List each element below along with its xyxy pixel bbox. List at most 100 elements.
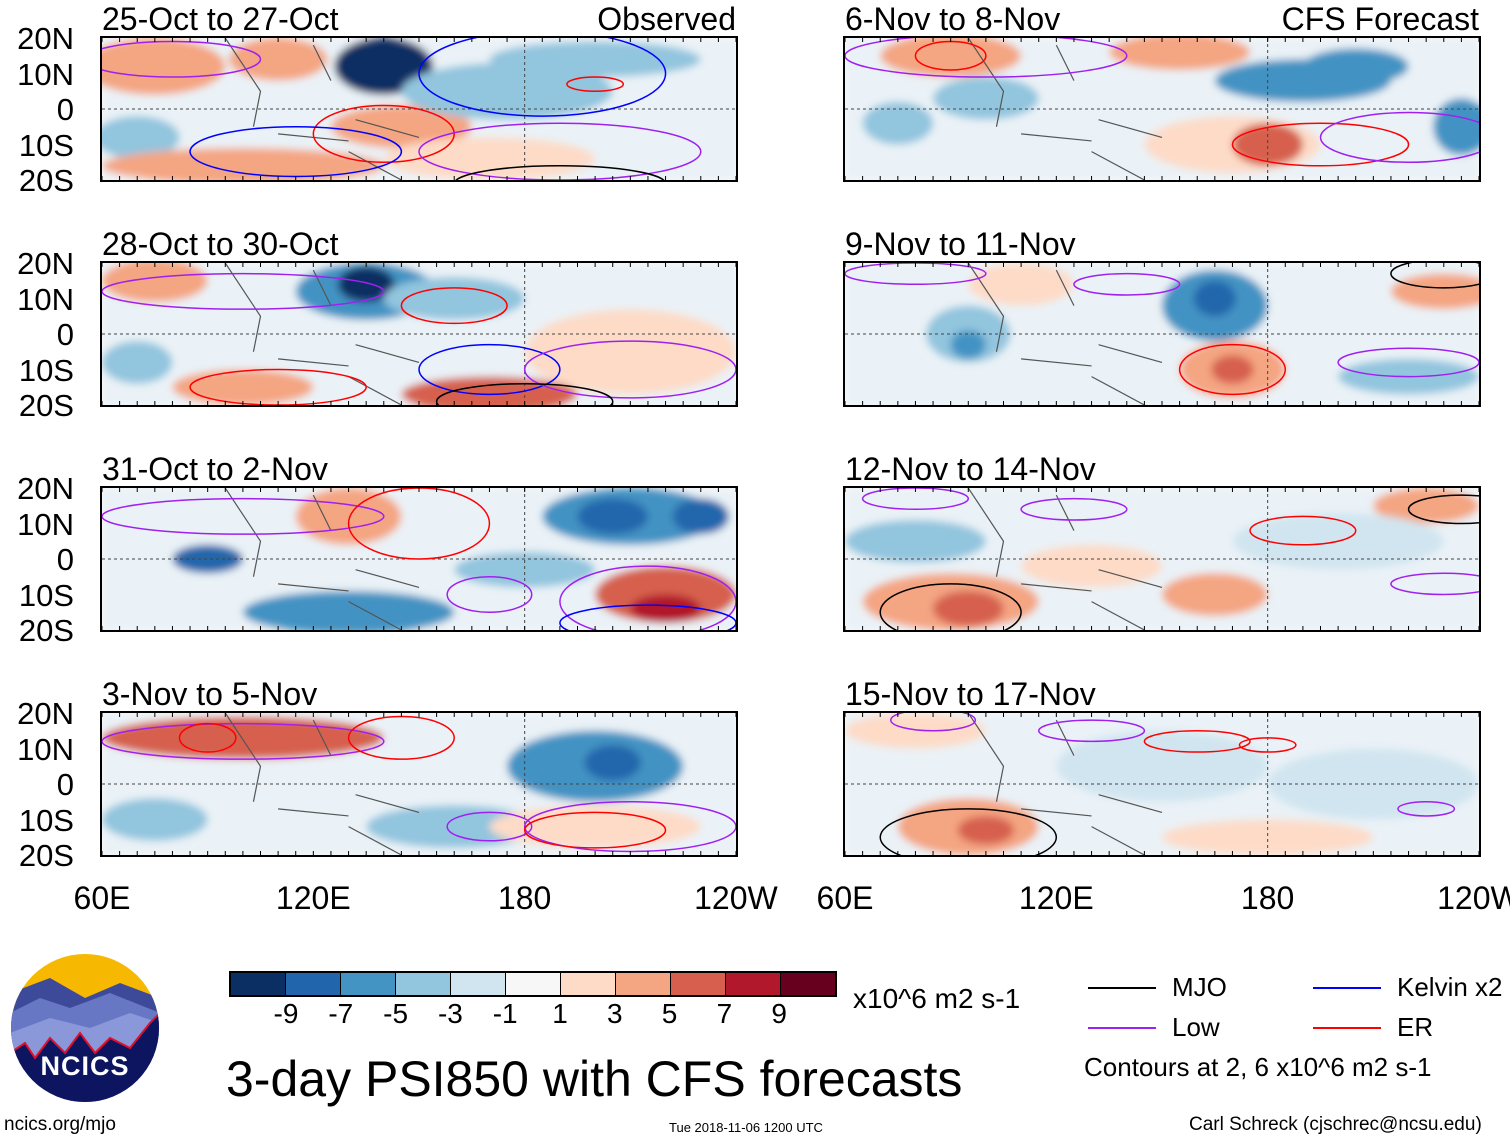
y-tick-label: 10S: [18, 802, 74, 838]
anomaly-region: [577, 498, 648, 535]
wave-contour: [400, 287, 508, 325]
wave-contour: [1390, 263, 1479, 289]
colorbar-swatch: [781, 973, 835, 995]
map-panel: [843, 261, 1481, 407]
anomaly-region: [1390, 273, 1479, 310]
anomaly-region: [401, 62, 613, 120]
wave-contour: [178, 722, 237, 753]
panel-title: 25-Oct to 27-Oct: [102, 1, 339, 37]
anomaly-region: [933, 590, 1004, 627]
coastline: [224, 263, 420, 405]
anomaly-region: [366, 805, 543, 848]
footer-url[interactable]: ncics.org/mjo: [4, 1114, 116, 1135]
map-panel: [843, 36, 1481, 182]
legend-line: [1088, 987, 1156, 989]
colorbar-units: x10^6 m2 s-1: [853, 983, 1021, 1014]
y-tick-label: 10S: [18, 127, 74, 163]
map-panel: [100, 36, 738, 182]
colorbar-swatch: [341, 973, 396, 995]
wave-contour: [1249, 515, 1357, 546]
x-tick-label: 120E: [1018, 880, 1094, 916]
coastline: [967, 263, 1163, 405]
anomaly-region: [337, 266, 395, 303]
anomaly-region: [584, 744, 641, 781]
wave-contour: [446, 811, 533, 842]
wave-contour: [1178, 343, 1287, 396]
y-tick-label: 20N: [17, 246, 74, 281]
wave-contour: [1231, 122, 1410, 167]
colorbar: [229, 971, 837, 997]
footer-timestamp: Tue 2018-11-06 1200 UTC: [669, 1120, 823, 1135]
wave-contour: [446, 576, 533, 613]
anomaly-region: [295, 488, 402, 545]
colorbar-label: 9: [771, 998, 787, 1029]
anomaly-region: [1162, 573, 1268, 616]
map-panel: [843, 486, 1481, 632]
wave-contour: [312, 104, 455, 163]
wave-contour: [559, 565, 736, 630]
x-tick-label: 120E: [275, 880, 351, 916]
y-tick-label: 10N: [17, 281, 74, 317]
colorbar-label: 7: [716, 998, 733, 1029]
footer-author: Carl Schreck (cjschrec@ncsu.edu): [1189, 1114, 1482, 1135]
legend-label: ER: [1397, 1012, 1434, 1042]
map-panel: [100, 486, 738, 632]
ncics-logo: NCICS: [10, 953, 160, 1103]
colorbar-swatch: [726, 973, 781, 995]
colorbar-label: 1: [552, 998, 568, 1029]
colorbar-swatch: [506, 973, 561, 995]
wave-contour: [1397, 801, 1456, 817]
y-tick-label: 20S: [18, 388, 74, 423]
anomaly-region: [102, 341, 173, 384]
anomaly-region: [355, 48, 412, 85]
x-tick-label: 120W: [694, 880, 778, 916]
colorbar-label: -1: [492, 998, 518, 1029]
anomaly-region: [1373, 488, 1479, 524]
y-tick-label: 20N: [17, 696, 74, 731]
anomaly-region: [1193, 280, 1236, 317]
wave-contour: [523, 811, 667, 849]
anomaly-region: [672, 498, 729, 535]
colorbar-label: -3: [437, 998, 463, 1029]
wave-contour: [566, 76, 625, 93]
colorbar-swatch: [286, 973, 341, 995]
anomaly-region: [228, 38, 328, 81]
coastline: [224, 488, 420, 630]
wave-contour: [861, 488, 970, 511]
anomaly-region: [950, 330, 986, 359]
coastline: [224, 713, 420, 855]
anomaly-region: [1211, 355, 1254, 384]
x-tick-label: 180: [1240, 880, 1295, 916]
wave-contour: [455, 165, 665, 180]
wave-contour: [102, 497, 385, 535]
map-panel: [843, 711, 1481, 857]
colorbar-swatch: [231, 973, 286, 995]
coastline: [967, 38, 1163, 180]
anomaly-region: [172, 544, 243, 574]
anomaly-region: [102, 148, 384, 180]
legend-label: Kelvin x2: [1397, 972, 1503, 1002]
y-tick-label: 10N: [17, 56, 74, 92]
anomaly-region: [880, 38, 1022, 78]
y-tick-label: 10N: [17, 506, 74, 542]
anomaly-region: [845, 713, 986, 749]
legend-label: Low: [1172, 1012, 1220, 1042]
anomaly-region: [957, 815, 1015, 845]
colorbar-label: 5: [661, 998, 678, 1029]
anomaly-region: [1021, 544, 1162, 588]
panel-title: 6-Nov to 8-Nov: [845, 1, 1061, 37]
anomaly-region: [933, 77, 1039, 120]
panel-label: Observed: [597, 1, 736, 37]
colorbar-swatch: [451, 973, 506, 995]
anomaly-region: [1302, 48, 1409, 85]
legend-line: [1088, 1027, 1156, 1029]
y-tick-label: 10S: [18, 577, 74, 613]
panel-label: CFS Forecast: [1281, 1, 1479, 37]
colorbar-label: -5: [383, 998, 409, 1029]
anomaly-region: [454, 551, 596, 588]
y-tick-label: 20S: [18, 163, 74, 198]
wave-contour: [418, 343, 561, 396]
anomaly-region: [172, 369, 314, 405]
wave-contour: [1407, 494, 1479, 525]
